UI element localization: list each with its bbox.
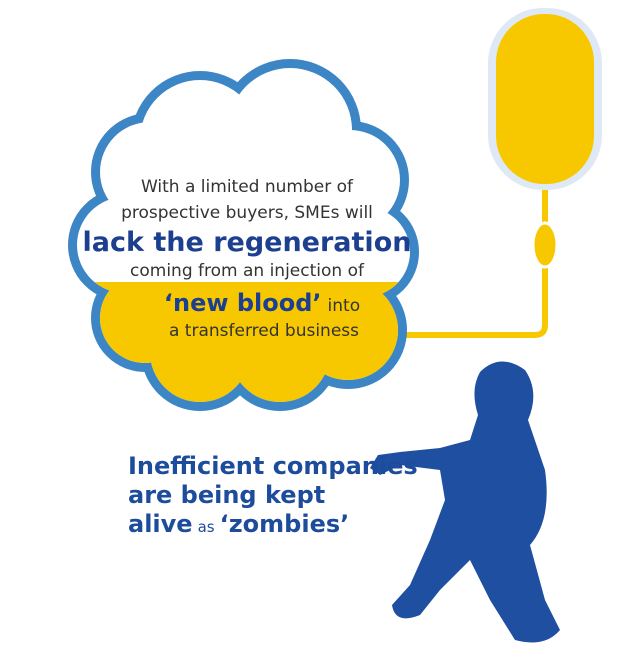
caption-line: are being kept xyxy=(128,481,325,509)
cloud-line: a transferred business xyxy=(169,321,359,341)
iv-drip xyxy=(375,8,602,335)
cloud-highlight-tail: into xyxy=(328,296,361,316)
caption-line: Inefficient companies xyxy=(128,452,418,480)
cloud-highlight: ‘new blood’ xyxy=(164,289,322,317)
infographic: With a limited number of prospective buy… xyxy=(0,0,619,651)
caption-connector: as xyxy=(198,518,215,536)
caption-highlight: ‘zombies’ xyxy=(220,510,350,538)
cloud-line: With a limited number of xyxy=(141,177,354,197)
cloud-emphasis: lack the regeneration xyxy=(83,227,412,258)
zombie xyxy=(370,361,560,642)
cloud-line: prospective buyers, SMEs will xyxy=(121,203,373,223)
caption-bold: alive xyxy=(128,510,193,538)
cloud-line: coming from an injection of xyxy=(130,261,365,281)
